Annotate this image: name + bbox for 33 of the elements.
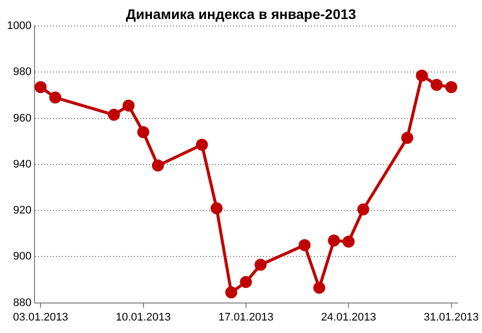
chart-title: Динамика индекса в январе-2013	[124, 6, 358, 22]
point	[313, 282, 326, 294]
point	[254, 258, 267, 271]
y-tick-label: 980	[13, 66, 32, 78]
x-tick-label: 10.01.2013	[116, 311, 171, 324]
y-tick-label: 920	[13, 204, 32, 217]
point	[137, 126, 150, 138]
point	[328, 234, 340, 247]
point	[357, 203, 370, 216]
point	[416, 70, 428, 82]
x-tick-label: 31.01.2013	[424, 311, 479, 324]
y-tick-label: 960	[13, 112, 32, 124]
y-tick-label: 900	[13, 250, 32, 263]
y-tick-label: 1000	[6, 20, 32, 32]
point	[210, 202, 223, 214]
point	[122, 100, 135, 112]
x-tick-label: 24.01.2013	[321, 311, 376, 324]
point	[445, 81, 458, 94]
point	[430, 78, 443, 91]
point	[196, 138, 208, 151]
point	[401, 132, 414, 144]
point	[152, 160, 164, 172]
point	[49, 92, 62, 104]
point	[34, 81, 47, 94]
point	[225, 286, 238, 298]
point	[108, 108, 120, 121]
x-tick-label: 17.01.2013	[218, 311, 274, 324]
x-tick-label: 03.01.2013	[13, 311, 68, 324]
y-tick-label: 940	[13, 158, 32, 170]
point	[342, 236, 355, 248]
y-tick-label: 880	[13, 296, 32, 309]
point	[240, 276, 252, 288]
point	[298, 239, 311, 252]
